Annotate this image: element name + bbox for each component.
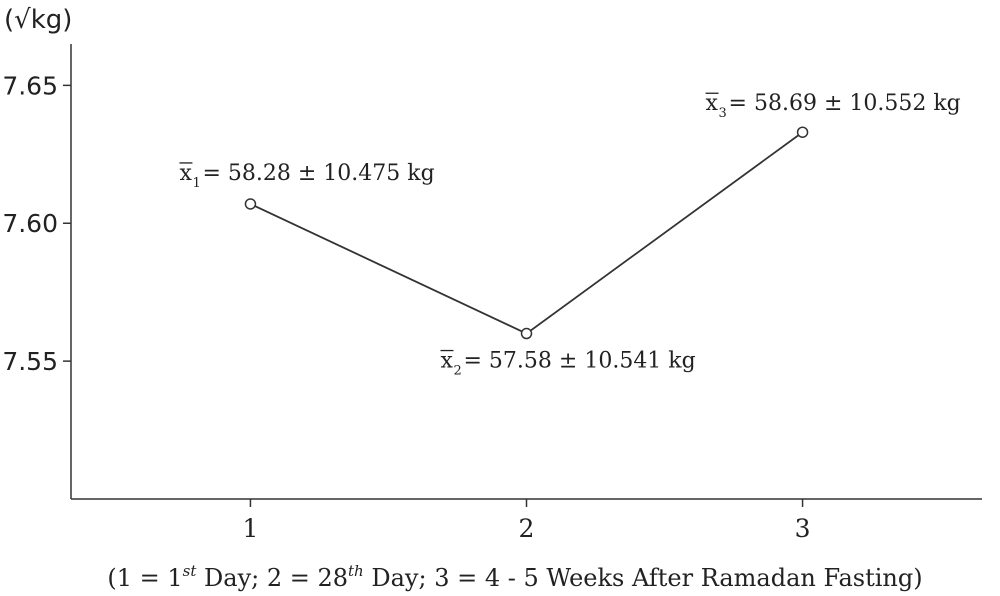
data-point (244, 198, 257, 210)
annotations: x 1 = 58.28 ± 10.475 kgx 2 = 57.58 ± 10.541 … (179, 91, 961, 379)
y-tick-label: 7.65 (2, 71, 58, 100)
annotation-label: x 1 = 58.28 ± 10.475 kg (179, 161, 435, 191)
annotation-text: = 57.58 ± 10.541 kg (464, 349, 696, 374)
y-axis-label: (√kg) (4, 5, 72, 35)
series-group (244, 126, 809, 340)
annotation-subscript: 3 (719, 106, 727, 121)
y-tick-label: 7.55 (2, 347, 58, 376)
x-axis-label-part: Day; 3 = 4 - 5 Weeks After Ramadan Fasti… (364, 564, 923, 592)
data-point (796, 126, 809, 138)
x-axis-label-superscript: st (183, 562, 198, 580)
y-ticks: 7.55 7.60 7.65 (2, 71, 71, 376)
x-axis-label-part: Day; 2 = 28 (196, 564, 348, 592)
annotation-mean-symbol: x (706, 91, 719, 116)
x-axis: 1 2 3 (71, 498, 982, 543)
x-tick-label: 1 (242, 514, 258, 543)
annotation-mean-symbol: x (179, 161, 192, 186)
annotation-text: = 58.69 ± 10.552 kg (729, 91, 961, 116)
x-axis-label-part: (1 = 1 (107, 564, 182, 592)
x-tick-label: 3 (795, 514, 811, 543)
annotation-subscript: 2 (454, 364, 462, 379)
annotation-label: x 3 = 58.69 ± 10.552 kg (705, 91, 961, 121)
data-point (520, 327, 533, 340)
x-axis-label-superscript: th (348, 562, 364, 580)
y-axis: 7.55 7.60 7.65 (2, 44, 72, 499)
annotation-subscript: 1 (192, 176, 200, 191)
annotation-mean-symbol: x (441, 349, 454, 374)
x-ticks: 1 2 3 (242, 499, 811, 543)
y-tick-label: 7.60 (2, 209, 58, 238)
x-tick-label: 2 (519, 514, 535, 543)
annotation-label: x 2 = 57.58 ± 10.541 kg (440, 349, 696, 379)
annotation-text: = 58.28 ± 10.475 kg (202, 161, 434, 186)
x-axis-label: (1 = 1st Day; 2 = 28th Day; 3 = 4 - 5 We… (107, 562, 922, 592)
